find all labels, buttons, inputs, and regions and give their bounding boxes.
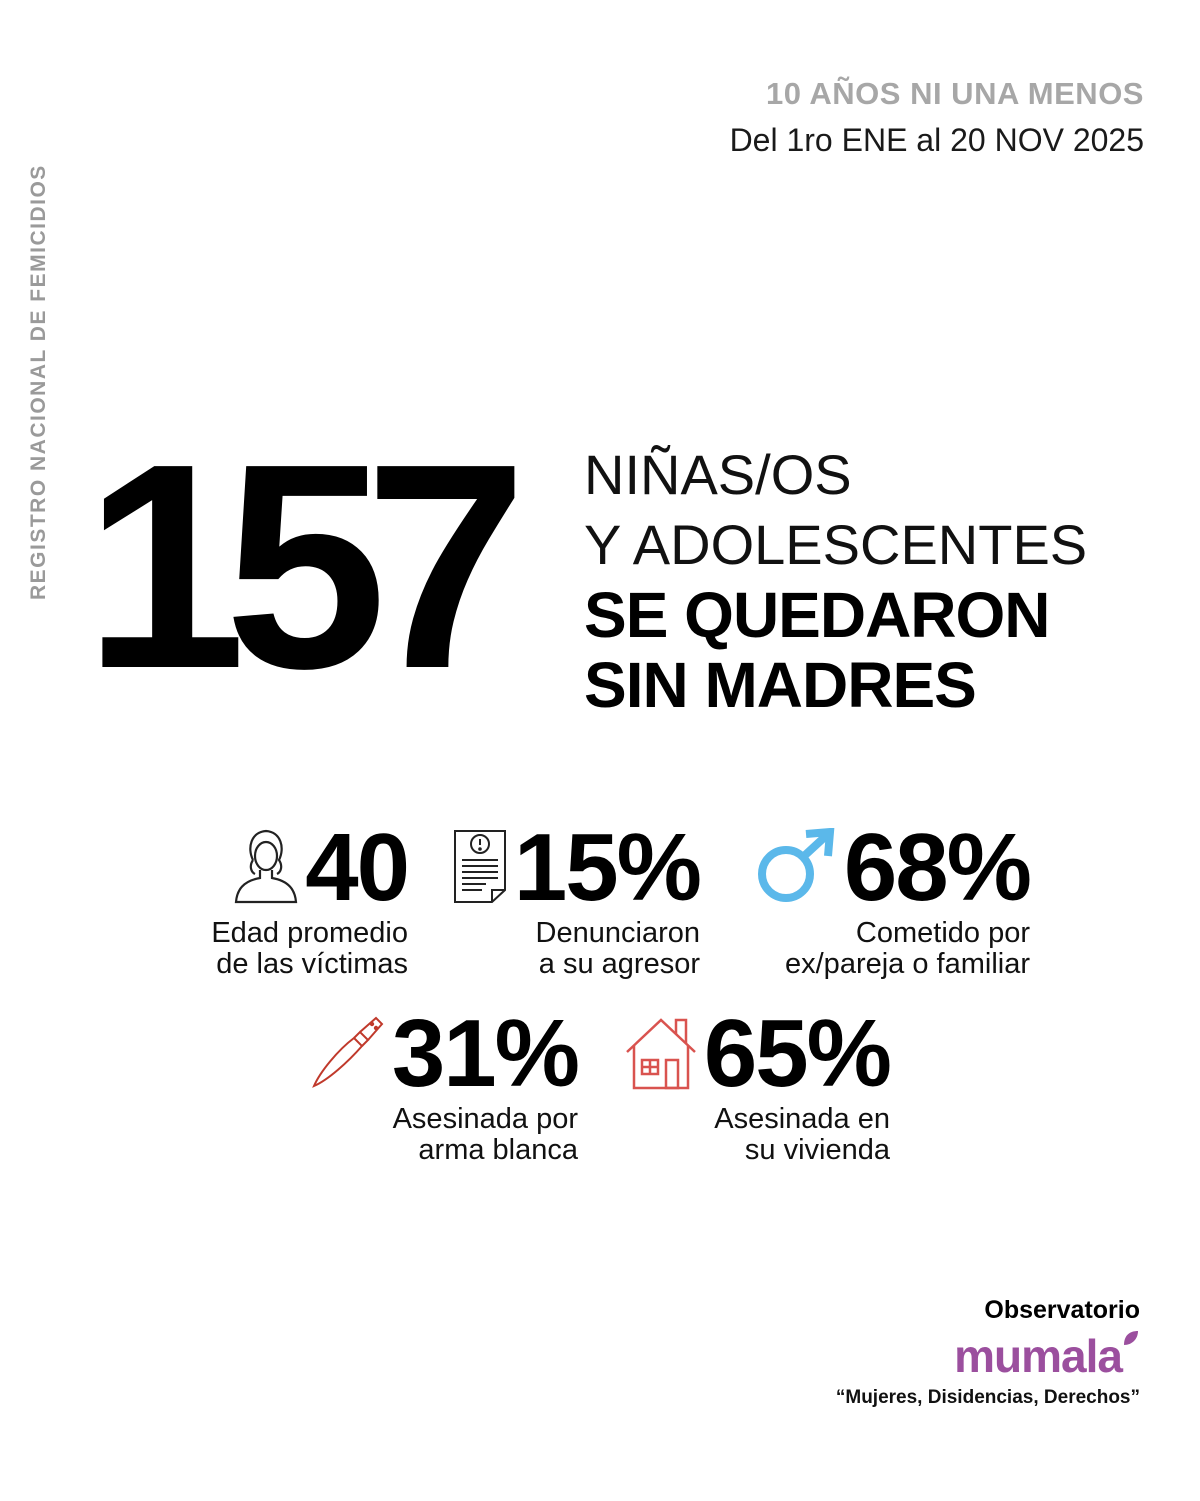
stat-caption-line: ex/pareja o familiar: [785, 948, 1030, 980]
date-main: 1ro ENE al 20 NOV 2025: [786, 122, 1144, 158]
stat-caption-line: su vivienda: [744, 1134, 890, 1166]
stat-caption-line: Edad promedio: [211, 917, 408, 949]
woman-icon: [233, 828, 299, 909]
header-title: 10 AÑOS NI UNA MENOS: [765, 76, 1144, 111]
header-date: Del 1ro ENE al 20 NOV 2025: [730, 122, 1144, 159]
headline: NIÑAS/OS Y ADOLESCENTES SE QUEDARON SIN …: [584, 440, 1087, 720]
stat-caption-line: Asesinada en: [714, 1103, 890, 1135]
stat-value: 15%: [513, 814, 702, 921]
date-prefix: Del: [729, 122, 787, 158]
big-number: 157: [84, 403, 527, 729]
observatory-label: Observatorio: [984, 1296, 1140, 1324]
headline-line-3: SE QUEDARON: [584, 579, 1051, 651]
stat-caption-line: Denunciaron: [535, 917, 700, 949]
stat-knife: 31% Asesinada por arma blanca: [308, 1000, 580, 1166]
stat-caption: Asesinada en su vivienda: [618, 1104, 890, 1166]
stat-caption-line: Cometido por: [855, 917, 1030, 949]
complaint-document-icon: [452, 828, 508, 909]
side-label: REGISTRO NACIONAL DE FEMICIDIOS: [27, 164, 50, 600]
stat-value: 68%: [843, 814, 1032, 921]
stat-caption: Asesinada por arma blanca: [308, 1104, 578, 1166]
stat-caption: Edad promedio de las víctimas: [196, 918, 408, 980]
stat-reported: 15% Denunciaron a su agresor: [453, 814, 702, 980]
male-symbol-icon: [756, 827, 838, 909]
knife-icon: [310, 1014, 386, 1095]
stat-caption-line: arma blanca: [418, 1134, 578, 1166]
house-icon: [624, 1014, 698, 1095]
stat-caption-line: Asesinada por: [392, 1103, 578, 1135]
brand-name: mumala: [954, 1330, 1123, 1382]
brand-logo: mumala: [954, 1329, 1140, 1383]
stat-partner-family: 68% Cometido por ex/pareja o familiar: [748, 814, 1032, 980]
leaf-icon: [1124, 1331, 1138, 1345]
headline-line-4: SIN MADRES: [584, 649, 977, 721]
stat-value: 40: [305, 814, 410, 921]
stat-value: 31%: [391, 1000, 580, 1107]
stat-caption-line: a su agresor: [538, 948, 700, 980]
stat-average-age: 40 Edad promedio de las víctimas: [196, 814, 410, 980]
stat-caption: Cometido por ex/pareja o familiar: [748, 918, 1030, 980]
stat-caption-line: de las víctimas: [216, 948, 408, 980]
stat-home: 65% Asesinada en su vivienda: [618, 1000, 892, 1166]
footer: Observatorio mumala “Mujeres, Disidencia…: [836, 1296, 1140, 1409]
stat-value: 65%: [703, 1000, 892, 1107]
stat-caption: Denunciaron a su agresor: [456, 918, 700, 980]
tagline: “Mujeres, Disidencias, Derechos”: [835, 1387, 1140, 1408]
header: 10 AÑOS NI UNA MENOS Del 1ro ENE al 20 N…: [730, 76, 1144, 159]
headline-line-2: Y ADOLESCENTES: [584, 513, 1088, 576]
headline-line-1: NIÑAS/OS: [584, 443, 852, 506]
